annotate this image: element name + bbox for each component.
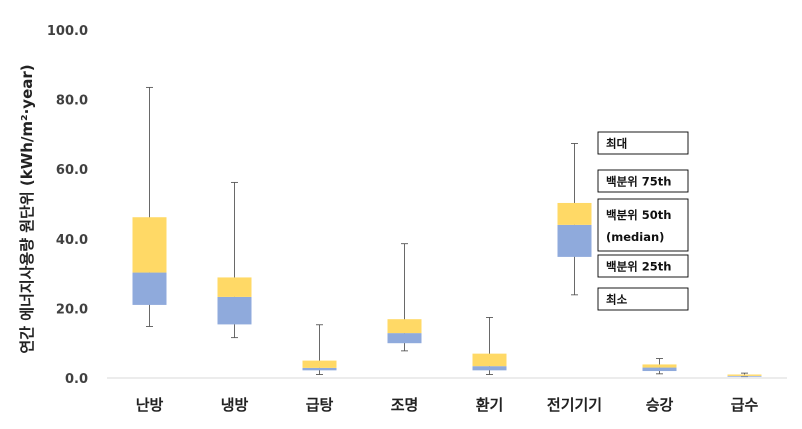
x-tick-label: 급수 [731, 396, 759, 414]
x-tick-label: 환기 [476, 396, 504, 414]
y-tick-label: 0.0 [65, 372, 88, 387]
legend-item-1: 최대 [597, 131, 689, 155]
box-lower-q1-median [132, 272, 167, 305]
box-6 [557, 142, 592, 296]
legend-item-5: 최소 [597, 287, 689, 311]
box-series [132, 86, 762, 378]
legend-box [597, 254, 689, 278]
box-upper-median-q3 [302, 360, 337, 368]
y-tick-label: 100.0 [47, 24, 88, 39]
box-3 [302, 324, 337, 375]
legend-box [597, 198, 689, 252]
box-lower-q1-median [302, 367, 337, 371]
box-upper-median-q3 [132, 217, 167, 273]
box-upper-median-q3 [217, 277, 252, 297]
x-tick-label: 승강 [646, 396, 674, 414]
x-tick-label: 급탕 [306, 396, 334, 414]
legend-label: 백분위 50th [606, 208, 671, 222]
box-upper-median-q3 [642, 364, 677, 368]
box-lower-q1-median [387, 333, 422, 344]
box-upper-median-q3 [557, 202, 592, 225]
legend-label: 최대 [606, 137, 627, 151]
y-tick-label: 20.0 [56, 302, 88, 317]
box-2 [217, 181, 252, 339]
legend-label-secondary: (median) [606, 230, 664, 244]
y-tick-label: 60.0 [56, 163, 88, 178]
legend-label: 백분위 25th [606, 260, 671, 274]
x-tick-label: 냉방 [221, 396, 249, 414]
legend-item-4: 백분위 25th [597, 254, 689, 278]
x-tick-label: 전기기기 [547, 396, 602, 414]
legend-item-3: 백분위 50th (median) [597, 198, 689, 252]
legend-item-2: 백분위 75th [597, 169, 689, 193]
box-lower-q1-median [217, 296, 252, 325]
box-lower-q1-median [727, 375, 762, 377]
box-5 [472, 316, 507, 375]
y-tick-label: 80.0 [56, 94, 88, 109]
y-axis-title: 연간 에너지사용량 원단위 (kWh/m²·year) [18, 64, 36, 353]
box-upper-median-q3 [387, 319, 422, 334]
box-upper-median-q3 [472, 353, 507, 367]
box-upper-median-q3 [727, 374, 762, 376]
x-tick-label: 난방 [136, 396, 164, 414]
legend-box [597, 131, 689, 155]
legend-label: 최소 [606, 293, 628, 307]
x-tick-label: 조명 [391, 396, 419, 414]
y-tick-label: 40.0 [56, 233, 88, 248]
y-axis-title-text: 연간 에너지사용량 원단위 (kWh/m²·year) [18, 64, 36, 353]
box-lower-q1-median [472, 366, 507, 371]
legend-box [597, 169, 689, 193]
legend-box [597, 287, 689, 311]
box-lower-q1-median [642, 367, 677, 372]
legend-label: 백분위 75th [606, 175, 671, 189]
box-1 [132, 86, 167, 327]
x-axis-labels: 난방 냉방 급탕 조명 환기 전기기기 승강 급수 [136, 396, 759, 414]
box-8 [727, 372, 762, 378]
box-4 [387, 243, 422, 352]
box-lower-q1-median [557, 224, 592, 257]
box-7 [642, 358, 677, 375]
y-axis-ticks: 0.0 20.0 40.0 60.0 80.0 100.0 [47, 24, 88, 387]
